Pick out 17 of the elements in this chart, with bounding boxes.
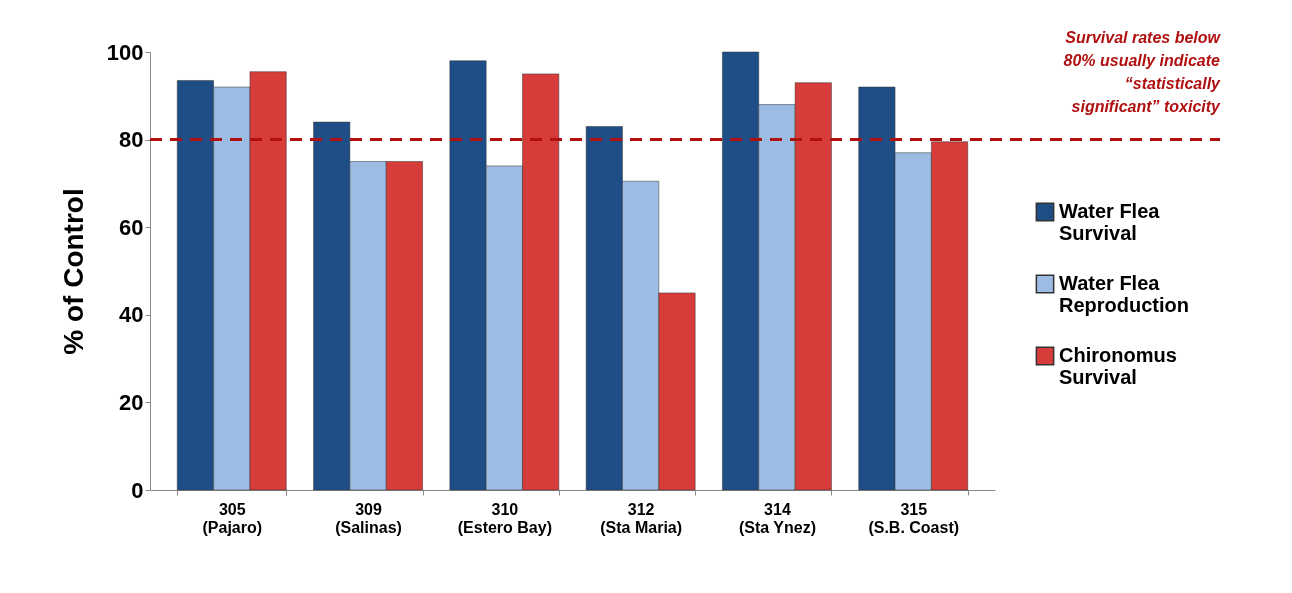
y-tick-label: 40 [119,302,144,328]
y-tick-label: 0 [131,477,144,503]
legend-label: Chironomus Survival [1059,344,1177,388]
y-tick-label: 100 [106,39,144,65]
y-tick-label: 60 [119,214,144,240]
x-tick-label: 310 (Estero Bay) [457,500,552,536]
x-tick-label: 315 (S.B. Coast) [868,500,960,536]
ref-line-label: Survival rates below 80% usually indicate “statistically significant” toxicity [1063,29,1222,115]
y-axis-title: % of Control [57,188,89,355]
legend-label: Water Flea Reproduction [1059,272,1189,316]
y-tick-label: 20 [119,389,144,415]
y-tick-label: 80 [119,127,144,153]
x-tick-label: 309 (Salinas) [335,500,402,536]
legend-label: Water Flea Survival [1059,200,1161,244]
x-tick-label: 305 (Pajaro) [202,500,263,536]
x-tick-label: 314 (Sta Ynez) [738,500,816,536]
x-tick-label: 312 (Sta Maria) [600,500,683,536]
